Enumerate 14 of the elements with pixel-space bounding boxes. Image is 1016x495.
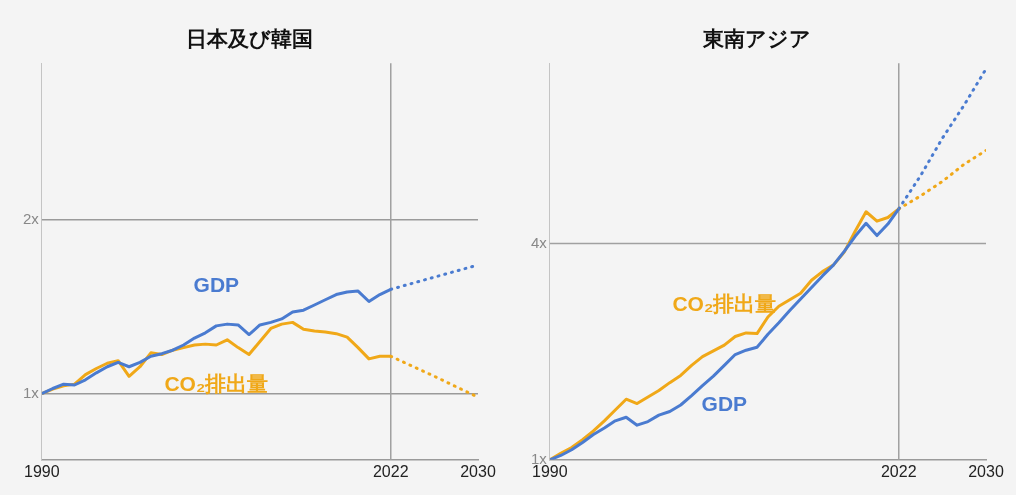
x-tick-label: 2030 (968, 462, 1004, 480)
x-tick-label: 2022 (880, 462, 917, 480)
chart-title: 日本及び韓国 (185, 27, 313, 51)
series-label: GDP (193, 272, 240, 296)
y-tick-label: 4x (531, 233, 548, 251)
y-tick-label: 2x (23, 209, 40, 227)
x-tick-label: 1990 (24, 462, 60, 480)
y-tick-label: 1x (23, 383, 40, 401)
series-label: CO₂排出量 (164, 371, 269, 395)
x-tick-label: 2022 (372, 462, 409, 480)
series-label: CO₂排出量 (672, 291, 777, 315)
series-label: GDP (701, 392, 748, 416)
x-tick-label: 2030 (460, 462, 496, 480)
chart-title: 東南アジア (702, 27, 811, 51)
